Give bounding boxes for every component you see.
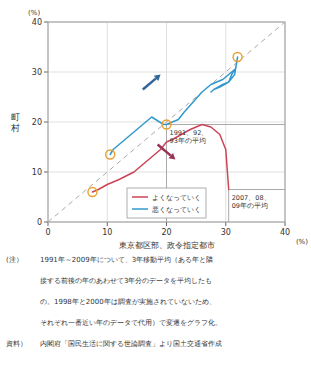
direction-arrow — [143, 78, 156, 89]
note-text: 内閣府「国民生活に関する世論調査」より国土交通省作成 — [40, 340, 222, 348]
tick-label-y: 10 — [32, 168, 42, 177]
note-text: 1991年～2009年について、3年移動平均（ある年と隣 — [40, 256, 213, 264]
legend-box — [127, 188, 206, 218]
legend-swatch — [132, 196, 148, 198]
series-line — [92, 125, 228, 193]
legend-label: よくなっていく — [152, 194, 201, 202]
tick-label-y: 40 — [32, 18, 42, 27]
legend: よくなっていく悪くなっていく — [127, 188, 206, 218]
annotation-line: 1991、92、 — [170, 129, 209, 137]
tick-y — [44, 222, 48, 223]
tick-x — [166, 222, 167, 226]
annotation: 2007、08、09年の平均 — [232, 194, 271, 211]
notes: (注） 1991年～2009年について、3年移動平均（ある年と隣接する前後の年のあ… — [6, 256, 222, 348]
note-text: それぞれ一番近い年のデータで代用）で変遷をグラフ化。 — [40, 319, 222, 327]
y-unit: (%) — [28, 9, 40, 17]
direction-arrow-head — [169, 153, 176, 160]
point-circle — [88, 188, 97, 197]
reference-line — [48, 22, 285, 222]
annotation-bracket — [229, 189, 285, 190]
point-circle — [233, 53, 242, 62]
annotation-line: 2007、08、 — [232, 194, 271, 202]
y-axis-label-line: 村 — [10, 123, 20, 133]
annotation-bracket — [228, 190, 229, 223]
x-axis-label: 東京都区部、政令指定都市 — [119, 241, 215, 250]
tick-label-x: 20 — [161, 228, 171, 237]
tick-y — [44, 172, 48, 173]
legend-label: 悪くなっていく — [151, 206, 201, 214]
annotation: 1991、92、93年の平均 — [170, 129, 209, 146]
direction-arrow — [158, 145, 171, 156]
annotation-line: 09年の平均 — [232, 202, 268, 210]
tick-y — [44, 72, 48, 73]
note-text: の。1998年と2000年は調査が実施されていないため、 — [40, 298, 216, 306]
direction-arrow-head — [154, 75, 161, 82]
tick-x — [107, 222, 108, 226]
plot-content — [48, 22, 285, 222]
tick-label-x: 40 — [280, 228, 290, 237]
tick-label-x: 30 — [221, 228, 231, 237]
tick-x — [225, 222, 226, 226]
grid — [48, 22, 285, 222]
annotation-bracket — [167, 124, 286, 125]
note-label: (注） — [6, 256, 23, 264]
plot-area — [48, 22, 285, 222]
plot-frame — [48, 22, 285, 222]
point-circle — [106, 150, 115, 159]
axes: 0 10 20 30 40 0 10 20 30 40 — [32, 18, 290, 237]
grid-line-y — [48, 72, 285, 73]
tick-label-y: 0 — [37, 218, 42, 227]
annotation-line: 93年の平均 — [170, 137, 206, 145]
chart: 0 10 20 30 40 0 10 20 30 40 1991、92、93年の平均 2007、08、… — [0, 0, 311, 380]
tick-y — [44, 22, 48, 23]
series-line — [110, 57, 237, 155]
tick-label-x: 10 — [102, 228, 112, 237]
note-text: 接する前後の年のあわせて3年分のデータを平均したも — [40, 277, 212, 285]
tick-label-x: 0 — [45, 228, 50, 237]
tick-x — [48, 222, 49, 226]
y-axis-label-line: 町 — [11, 112, 20, 122]
y-axis-label: 町村 — [10, 112, 20, 133]
tick-x — [285, 222, 286, 226]
tick-label-y: 30 — [32, 68, 42, 77]
note-label: 資料） — [6, 340, 27, 348]
legend-swatch — [132, 208, 148, 210]
x-unit: (%) — [296, 238, 308, 246]
tick-label-y: 20 — [32, 118, 42, 127]
tick-y — [44, 122, 48, 123]
